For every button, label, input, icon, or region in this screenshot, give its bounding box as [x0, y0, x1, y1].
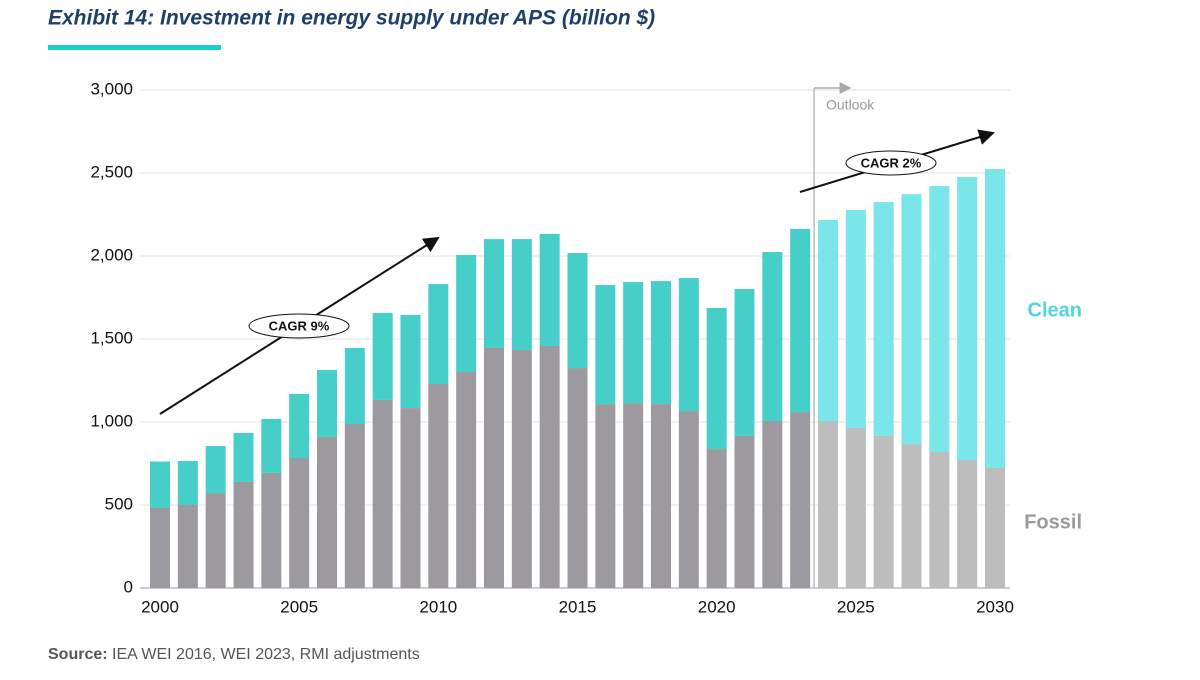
y-tick-label: 1,000	[90, 411, 133, 430]
y-tick-label: 500	[105, 494, 133, 513]
y-tick-label: 0	[124, 577, 133, 596]
bar-segment	[901, 444, 922, 588]
x-tick-label: 2025	[837, 597, 875, 616]
bar-segment	[873, 202, 894, 436]
bar-segment	[623, 282, 644, 404]
bar-segment	[344, 347, 365, 424]
bar-segment	[539, 233, 560, 346]
bar-segment	[762, 252, 783, 422]
y-tick-label: 2,000	[90, 245, 133, 264]
annotation-bubble	[248, 313, 350, 339]
bar-segment	[623, 403, 644, 588]
bar-segment	[511, 239, 532, 350]
bar-segment	[428, 383, 449, 588]
bar-segment	[651, 404, 671, 588]
x-tick-label: 2015	[559, 597, 597, 616]
y-tick-label: 2,500	[90, 162, 133, 181]
y-tick-label: 1,500	[90, 328, 133, 347]
legend-label: Fossil	[1024, 511, 1082, 533]
bar-segment	[289, 393, 310, 459]
bar-segment	[651, 281, 671, 405]
source-label: Source:	[48, 646, 108, 663]
bar-segment	[539, 345, 560, 588]
bar-segment	[372, 399, 393, 588]
x-tick-label: 2020	[698, 597, 736, 616]
bar-segment	[233, 432, 254, 482]
bar-segment	[706, 449, 727, 588]
bar-segment	[567, 368, 588, 588]
bar-segment	[150, 507, 170, 588]
source-text: IEA WEI 2016, WEI 2023, RMI adjustments	[112, 646, 420, 663]
bar-segment	[678, 411, 699, 588]
bar-segment	[818, 219, 838, 422]
bar-segment	[845, 210, 866, 428]
bar-segment	[901, 194, 922, 445]
bar-segment	[177, 461, 198, 505]
bar-segment	[818, 421, 838, 588]
bar-segment	[456, 255, 477, 373]
bar-segment	[595, 404, 616, 588]
bar-segment	[511, 349, 532, 588]
bar-segment	[762, 421, 783, 588]
bar-segment	[929, 452, 950, 588]
bar-segment	[957, 176, 978, 461]
bar-segment	[400, 408, 421, 588]
bar-segment	[957, 460, 978, 588]
y-tick-label: 3,000	[90, 79, 133, 98]
bar-segment	[595, 285, 616, 405]
source: Source: IEA WEI 2016, WEI 2023, RMI adju…	[48, 646, 420, 663]
x-tick-label: 2000	[141, 597, 179, 616]
bar-segment	[985, 467, 1005, 588]
bar-segment	[317, 436, 337, 588]
bar-segment	[205, 446, 226, 494]
bar-segment	[428, 284, 449, 384]
bar-segment	[567, 253, 588, 369]
bar-segment	[344, 423, 365, 588]
x-tick-label: 2005	[280, 597, 318, 616]
annotation: Outlook	[826, 97, 875, 113]
bar-segment	[985, 169, 1005, 468]
bar-segment	[317, 370, 337, 437]
bar-segment	[706, 307, 727, 450]
bar-segment	[400, 314, 421, 409]
legend-label: Clean	[1028, 299, 1082, 321]
bar-segment	[205, 493, 226, 588]
annotation: CAGR 2%	[861, 155, 922, 170]
bar-segment	[261, 419, 282, 473]
bar-segment	[261, 472, 282, 588]
bar-segment	[484, 347, 504, 588]
bar-segment	[233, 481, 254, 588]
bar-segment	[734, 435, 755, 588]
annotation: CAGR 9%	[269, 318, 330, 333]
annotation-bubble	[845, 150, 937, 176]
bar-segment	[929, 185, 950, 453]
bar-segment	[790, 412, 811, 588]
chart-title: Exhibit 14: Investment in energy supply …	[48, 7, 655, 30]
plot-area: 0 500 1,000 1,500 2,000 2,500 3,000 2000 2005 201…	[90, 79, 1013, 616]
bar-segment	[177, 505, 198, 588]
bar-segment	[845, 427, 866, 588]
bar-segment	[372, 312, 393, 400]
bar-segment	[790, 228, 811, 413]
title-underline	[48, 45, 221, 50]
x-tick-label: 2030	[976, 597, 1014, 616]
bar-segment	[150, 461, 170, 508]
x-tick-label: 2010	[419, 597, 457, 616]
bar-segment	[678, 278, 699, 412]
annotations: CAGR 9% CAGR 2% Outlook	[159, 97, 995, 415]
bar-segment	[456, 372, 477, 588]
bar-segment	[289, 458, 310, 588]
bar-segment	[734, 289, 755, 436]
bar-segment	[873, 435, 894, 588]
bar-segment	[484, 239, 504, 348]
